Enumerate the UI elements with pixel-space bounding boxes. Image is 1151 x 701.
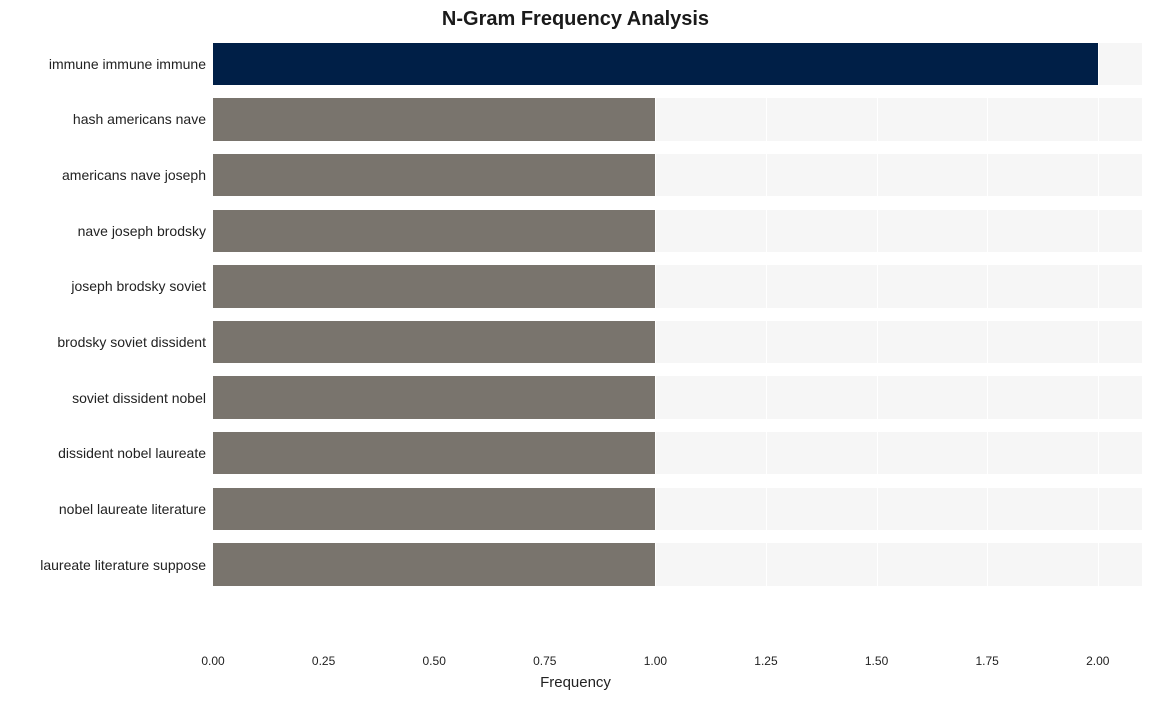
bar: [213, 488, 655, 530]
y-tick-label: dissident nobel laureate: [0, 445, 206, 461]
bar: [213, 432, 655, 474]
y-tick-label: soviet dissident nobel: [0, 390, 206, 406]
row-gap: [213, 85, 1142, 98]
bar: [213, 43, 1098, 85]
x-tick-label: 2.00: [1086, 654, 1109, 668]
chart-title: N-Gram Frequency Analysis: [0, 8, 1151, 31]
x-axis-label: Frequency: [0, 674, 1151, 691]
row-gap: [213, 36, 1142, 43]
x-tick-label: 1.75: [975, 654, 998, 668]
bar: [213, 543, 655, 585]
y-tick-label: nobel laureate literature: [0, 501, 206, 517]
x-tick-label: 0.25: [312, 654, 335, 668]
y-tick-label: nave joseph brodsky: [0, 223, 206, 239]
x-tick-label: 1.25: [754, 654, 777, 668]
bar: [213, 321, 655, 363]
gridline: [766, 36, 767, 648]
row-gap: [213, 530, 1142, 543]
row-gap: [213, 308, 1142, 321]
row-gap: [213, 252, 1142, 265]
y-tick-label: hash americans nave: [0, 111, 206, 127]
x-tick-label: 0.50: [423, 654, 446, 668]
y-tick-label: immune immune immune: [0, 56, 206, 72]
x-tick-label: 0.00: [201, 654, 224, 668]
gridline: [877, 36, 878, 648]
plot-area: [213, 36, 1142, 648]
bar: [213, 376, 655, 418]
bar: [213, 98, 655, 140]
bar: [213, 210, 655, 252]
row-gap: [213, 586, 1142, 648]
y-tick-label: laureate literature suppose: [0, 557, 206, 573]
row-gap: [213, 363, 1142, 376]
row-gap: [213, 474, 1142, 487]
x-tick-label: 1.50: [865, 654, 888, 668]
y-tick-label: joseph brodsky soviet: [0, 278, 206, 294]
ngram-chart: N-Gram Frequency Analysis Frequency immu…: [0, 0, 1151, 701]
x-tick-label: 1.00: [644, 654, 667, 668]
y-tick-label: brodsky soviet dissident: [0, 334, 206, 350]
gridline: [655, 36, 656, 648]
row-gap: [213, 141, 1142, 154]
bar: [213, 154, 655, 196]
row-gap: [213, 419, 1142, 432]
bar: [213, 265, 655, 307]
gridline: [1098, 36, 1099, 648]
x-tick-label: 0.75: [533, 654, 556, 668]
y-tick-label: americans nave joseph: [0, 167, 206, 183]
row-gap: [213, 196, 1142, 209]
gridline: [987, 36, 988, 648]
